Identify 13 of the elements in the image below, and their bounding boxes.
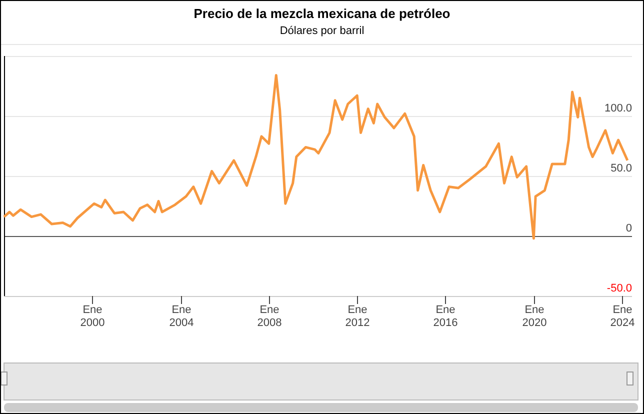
chart-subtitle: Dólares por barril xyxy=(280,25,364,37)
y-tick-label: 50.0 xyxy=(610,162,632,174)
y-tick-label: 100.0 xyxy=(604,102,632,114)
y-tick-label: -50.0 xyxy=(606,282,632,294)
x-tick-label: Ene 2020 xyxy=(522,304,547,329)
x-tick-label: Ene 2024 xyxy=(610,304,635,329)
x-tick-label: Ene 2016 xyxy=(433,304,458,329)
x-tick-label: Ene 2008 xyxy=(257,304,282,329)
x-tick-label: Ene 2000 xyxy=(80,304,105,329)
x-tick-label: Ene 2004 xyxy=(169,304,194,329)
x-tick-label: Ene 2012 xyxy=(345,304,370,329)
chart-title: Precio de la mezcla mexicana de petróleo xyxy=(194,6,450,21)
y-tick-label: 0 xyxy=(626,222,632,234)
